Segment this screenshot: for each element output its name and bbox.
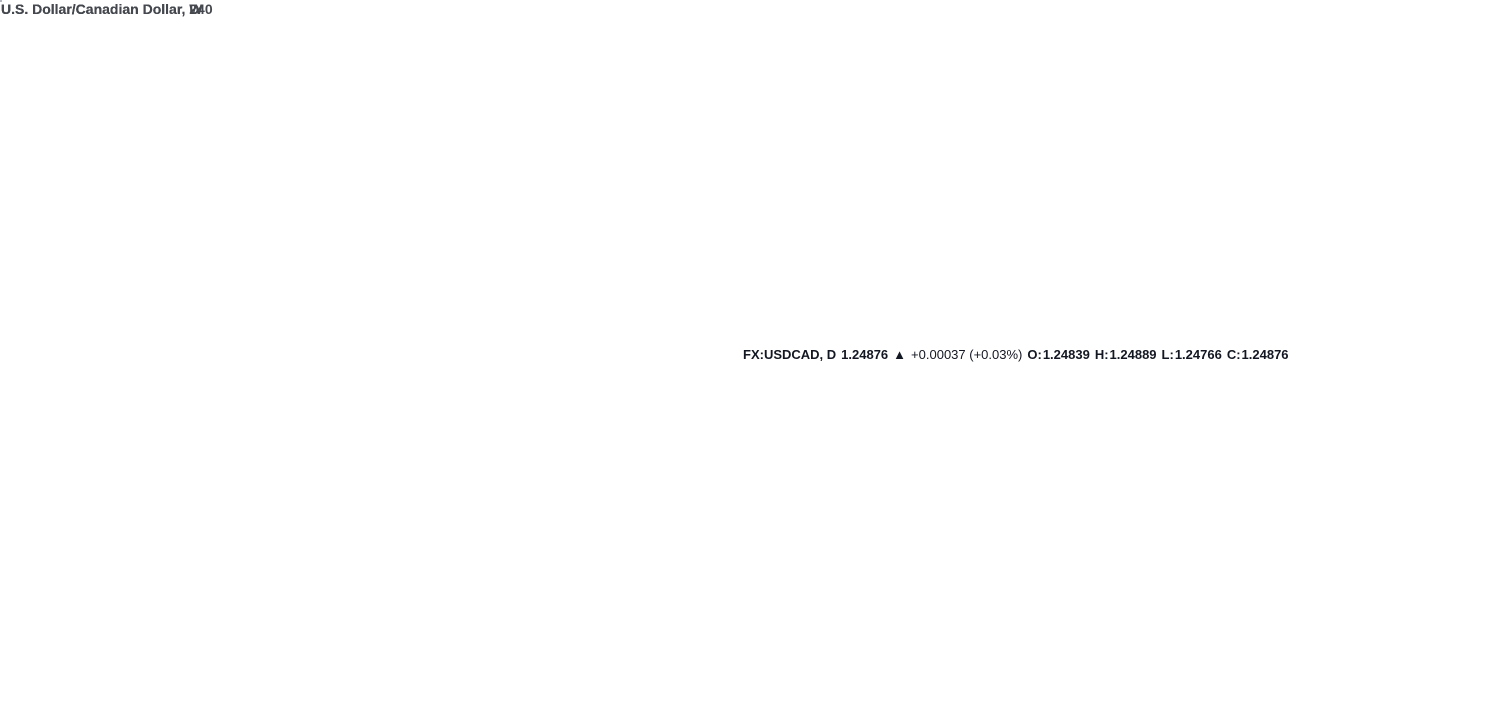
status-open-label: O: [1027,346,1042,362]
status-close-label: C: [1226,346,1241,362]
status-symbol: FX:USDCAD, D [743,346,837,362]
status-open-value: 1.24839 [1042,346,1090,362]
chart-panel-daily[interactable]: U.S. Dollar/Canadian Dollar, D [0,0,199,17]
status-change: +0.00037 (+0.03%) [911,346,1023,362]
ohlc-status-bar: FX:USDCAD, D 1.24876 ▲ +0.00037 (+0.03%)… [743,342,1495,366]
status-low-label: L: [1161,346,1174,362]
status-close-value: 1.24876 [1241,346,1289,362]
status-high-value: 1.24889 [1109,346,1157,362]
chart-daily-svg [1,1,301,151]
status-last-price: 1.24876 [841,346,889,362]
chart-title-240: U.S. Dollar/Canadian Dollar, 240 [1,1,213,17]
chart-title-weekly: U.S. Dollar/Canadian Dollar, W [1,1,203,17]
status-low-value: 1.24766 [1174,346,1222,362]
chart-title-daily: U.S. Dollar/Canadian Dollar, D [1,1,200,17]
status-high-label: H: [1094,346,1109,362]
up-arrow-icon: ▲ [893,346,907,362]
